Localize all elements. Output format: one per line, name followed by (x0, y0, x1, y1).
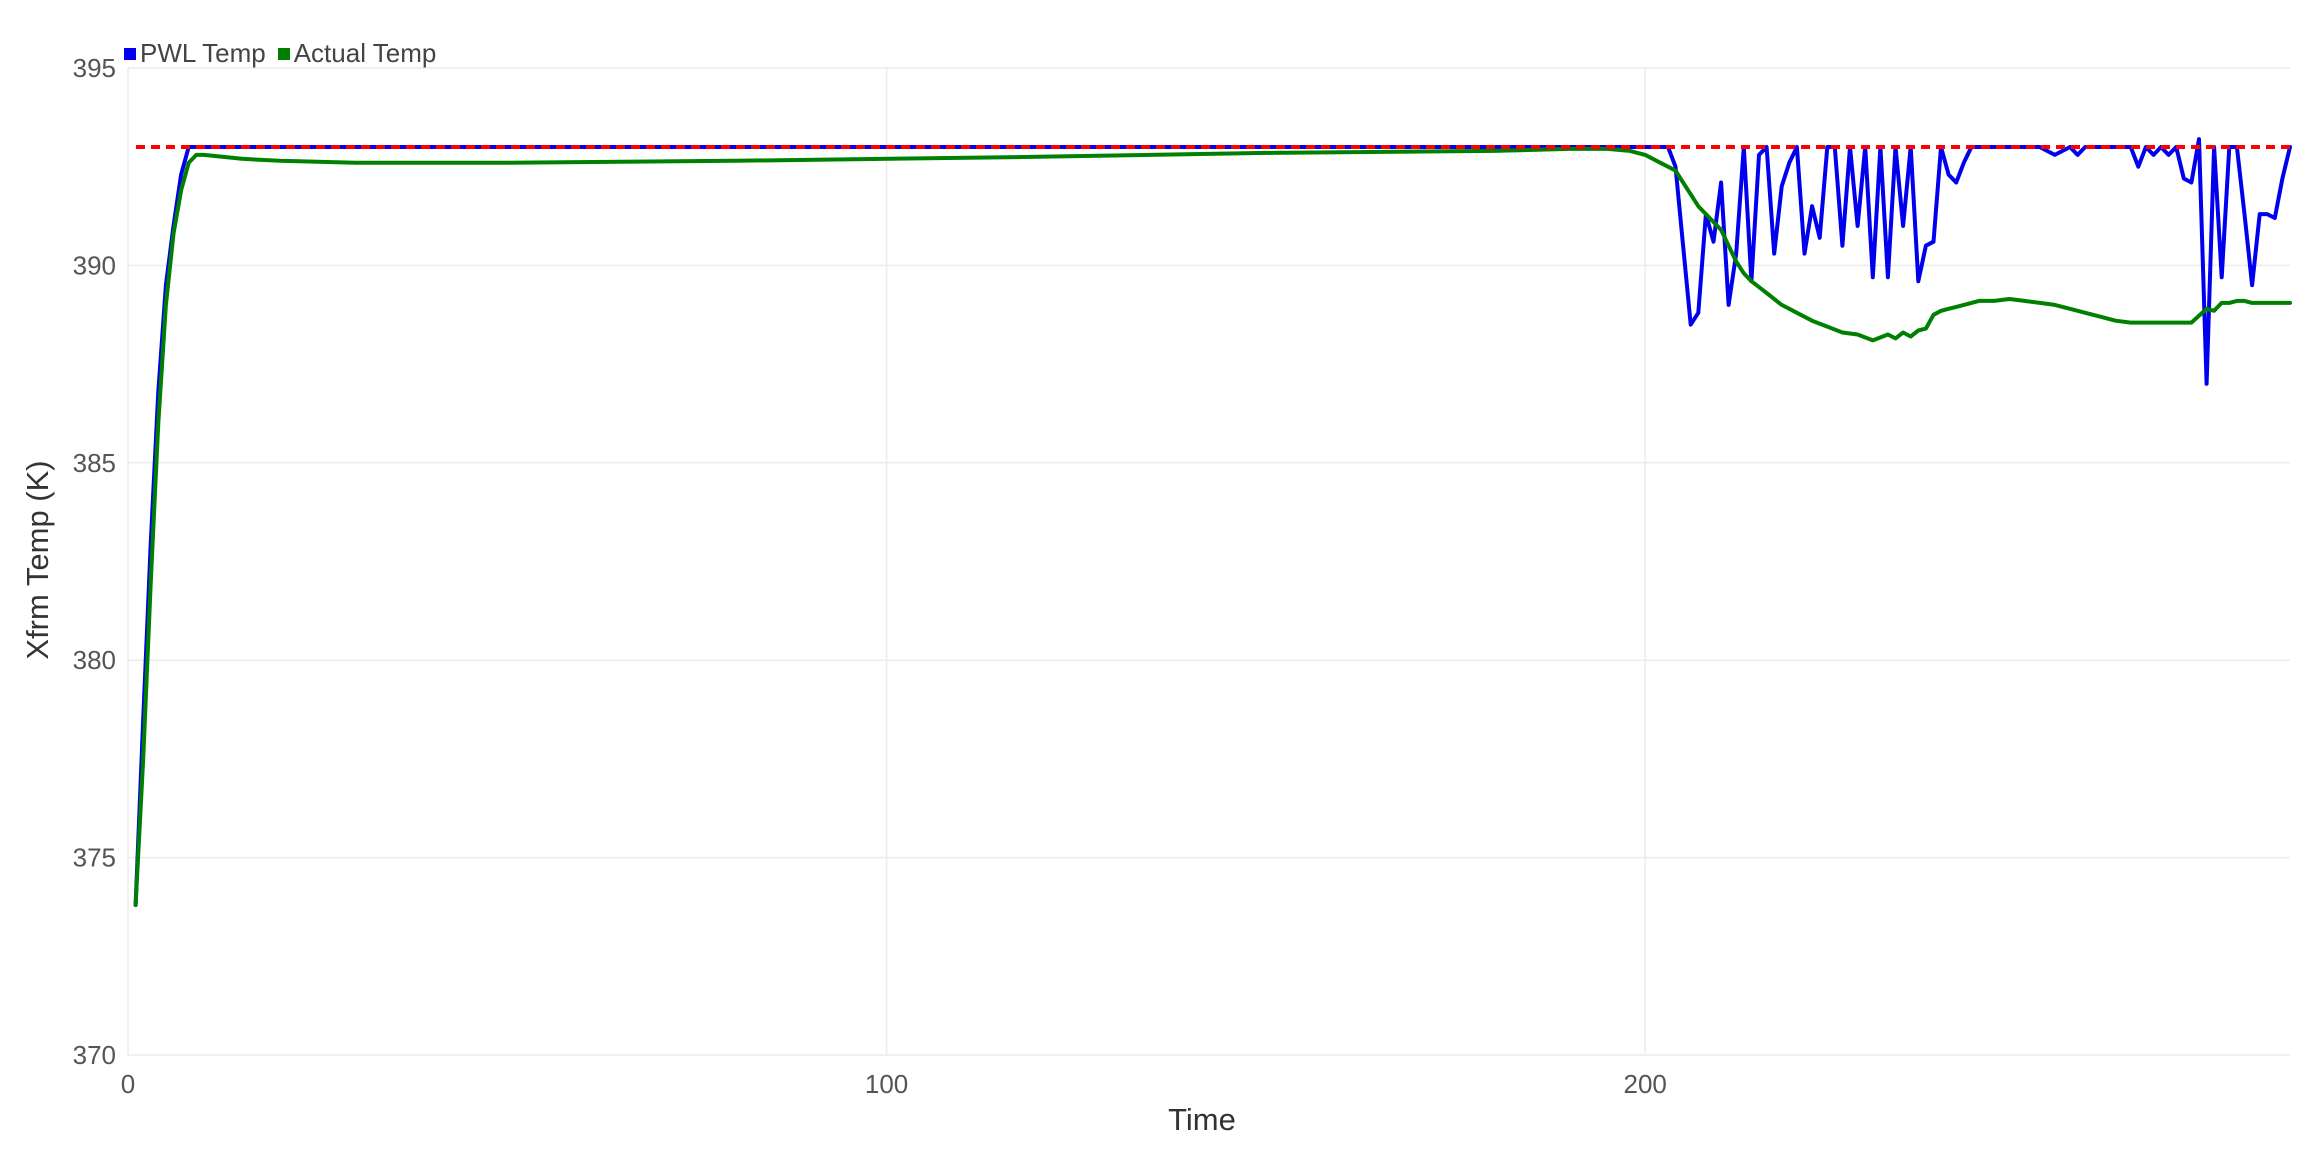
legend-swatch-pwl (124, 47, 136, 60)
legend-label-actual: Actual Temp (293, 38, 437, 68)
y-tick-label: 395 (73, 53, 116, 83)
x-tick-label: 0 (121, 1069, 135, 1099)
y-tick-label: 375 (73, 843, 116, 873)
y-axis-title: Xfrm Temp (K) (20, 460, 55, 659)
y-tick-label: 390 (73, 250, 116, 280)
legend-item-actual[interactable]: Actual Temp (277, 38, 437, 69)
x-axis-title: Time (1168, 1102, 1236, 1137)
legend-label-pwl: PWL Temp (140, 38, 266, 68)
legend-item-pwl[interactable]: PWL Temp (124, 38, 266, 69)
y-tick-label: 370 (73, 1040, 116, 1070)
x-tick-label: 200 (1623, 1069, 1666, 1099)
x-tick-label: 100 (865, 1069, 908, 1099)
y-tick-label: 385 (73, 448, 116, 478)
legend-swatch-actual (277, 47, 290, 60)
y-tick-label: 380 (73, 645, 116, 675)
chart-legend: PWL Temp Actual Temp (124, 38, 436, 69)
series-line-pwl-temp (133, 137, 2292, 907)
series-line-actual-temp (133, 146, 2292, 907)
